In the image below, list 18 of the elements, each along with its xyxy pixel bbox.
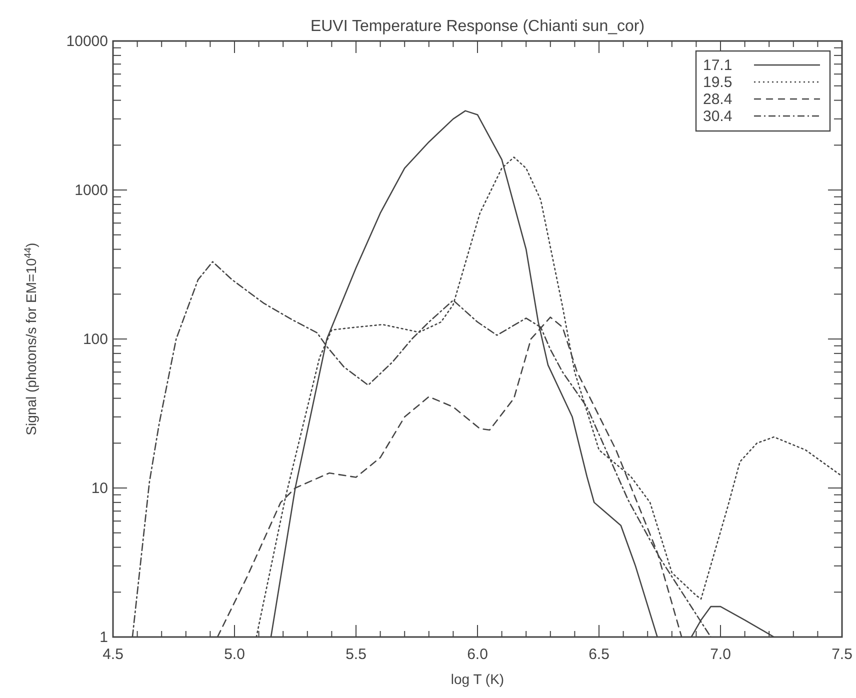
y-tick-label: 10	[91, 480, 108, 497]
x-tick-label: 4.5	[102, 646, 124, 663]
x-tick-label: 5.5	[346, 646, 366, 663]
y-tick-label: 1	[100, 629, 108, 646]
x-tick-label: 6.0	[467, 646, 488, 663]
x-tick-label: 7.0	[710, 646, 731, 663]
x-tick-label: 5.0	[224, 646, 245, 663]
legend-label: 30.4	[703, 108, 732, 125]
legend-label: 28.4	[703, 91, 732, 108]
y-tick-label: 100	[82, 331, 108, 348]
legend-label: 19.5	[703, 74, 732, 91]
x-tick-label: 7.5	[832, 646, 852, 663]
y-tick-label: 10000	[66, 33, 108, 50]
y-tick-label: 1000	[74, 182, 108, 199]
x-tick-label: 6.5	[588, 646, 610, 663]
chart-title: EUVI Temperature Response (Chianti sun_cor)	[310, 18, 645, 35]
x-axis-title: log T (K)	[450, 671, 504, 687]
legend-label: 17.1	[703, 57, 732, 74]
